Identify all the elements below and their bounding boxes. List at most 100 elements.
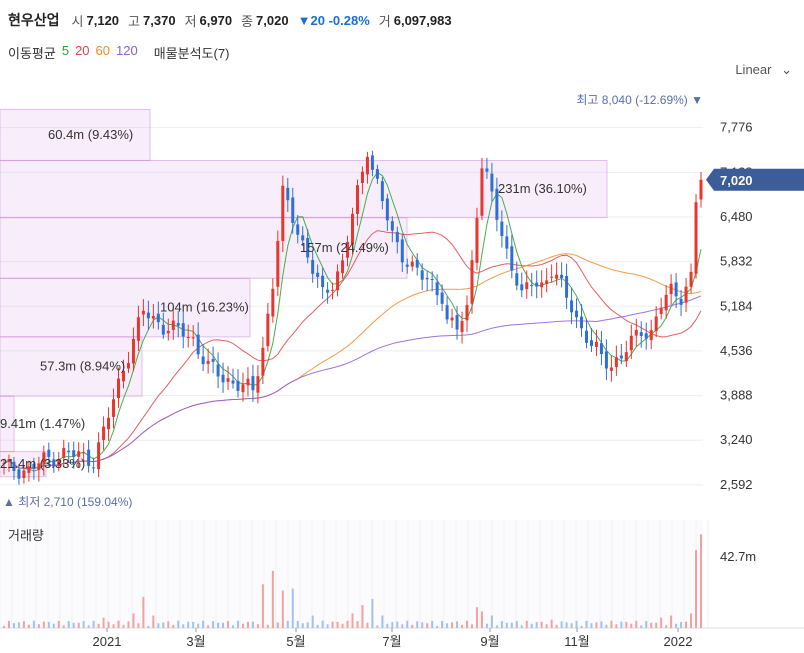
candle-body <box>380 181 384 202</box>
volume-bar <box>67 621 70 628</box>
volume-profile-toggle[interactable]: 매물분석도(7) <box>153 46 230 61</box>
candle-body <box>420 270 424 280</box>
candle-body <box>500 221 504 236</box>
candle-body <box>37 463 41 470</box>
candle-body <box>102 426 106 440</box>
volume-value: 6,097,983 <box>393 12 452 28</box>
scale-selector[interactable]: Linear ⌄ <box>735 62 792 78</box>
volume-bar <box>600 621 603 628</box>
volume-bar <box>37 624 40 628</box>
candle-body <box>7 459 11 461</box>
low-value: 6,970 <box>199 12 233 28</box>
candle-body <box>341 260 345 274</box>
candle-body <box>530 284 534 286</box>
candle-body <box>405 264 409 267</box>
volume-bar <box>356 621 359 628</box>
volume-bar <box>575 620 578 628</box>
moving-average-toggle[interactable]: 이동평균 <box>8 46 56 61</box>
candle-body <box>679 298 683 305</box>
volume-bar <box>82 621 85 628</box>
volume-bar <box>286 620 289 628</box>
candle-body <box>495 188 499 220</box>
close-value: 7,020 <box>256 12 289 28</box>
candle-body <box>107 417 111 430</box>
volume-bar <box>217 622 220 628</box>
candle-body <box>186 337 190 339</box>
ma-20-line <box>3 230 702 469</box>
volume-bar <box>301 623 304 628</box>
candle-body <box>201 356 205 365</box>
candle-body <box>92 467 96 469</box>
volume-bar <box>640 625 643 628</box>
volume-profile-label: 21.4m (3.33%) <box>0 456 85 471</box>
candle-body <box>196 334 200 355</box>
volume-bar <box>580 625 583 628</box>
candle-body <box>171 320 175 330</box>
volume-bar <box>112 624 115 628</box>
volume-bar <box>510 622 513 628</box>
candle-body <box>67 450 71 453</box>
volume-bar <box>132 613 135 628</box>
min-price-marker: ▲ 최저 2,710 (159.04%) <box>3 495 132 509</box>
volume-bar <box>431 620 434 628</box>
candle-body <box>27 466 31 473</box>
candle-body <box>659 307 663 314</box>
candle-body <box>604 351 608 369</box>
ma-120-label[interactable]: 120 <box>116 43 138 58</box>
ma-5-label[interactable]: 5 <box>61 43 70 58</box>
candle-body <box>181 323 185 337</box>
candle-body <box>206 360 210 364</box>
stock-header: 현우산업 시 7,120 고 7,370 저 6,970 종 7,020 ▼20 -0.… <box>8 10 461 30</box>
volume-bar <box>182 624 185 628</box>
candle-body <box>385 198 389 221</box>
candle-body <box>540 282 544 288</box>
volume-bar <box>172 624 175 628</box>
volume-bar <box>202 620 205 628</box>
volume-bar <box>396 621 399 628</box>
volume-bar <box>555 624 558 628</box>
volume-bar <box>341 623 344 628</box>
volume-bar <box>525 620 528 628</box>
volume-bar <box>456 621 459 628</box>
volume-bar <box>351 613 354 628</box>
candle-body <box>485 168 489 172</box>
volume-profile-bar <box>0 159 608 219</box>
volume-bar <box>346 620 349 628</box>
volume-bar <box>62 625 65 628</box>
volume-bar <box>167 621 170 628</box>
candle-body <box>669 283 673 295</box>
volume-bar <box>192 621 195 628</box>
candle-body <box>580 316 584 329</box>
volume-bar <box>177 620 180 628</box>
ma-60-label[interactable]: 60 <box>95 43 111 58</box>
candle-body <box>460 321 464 333</box>
candle-body <box>221 374 225 383</box>
volume-profile-label: 57.3m (8.94%) <box>40 358 125 373</box>
volume-bar <box>246 621 249 628</box>
volume-bar <box>685 621 688 628</box>
candle-body <box>351 213 354 244</box>
candle-body <box>256 376 260 393</box>
volume-bar <box>7 620 10 628</box>
candle-body <box>271 288 275 317</box>
x-tick-label: 2021 <box>93 634 122 649</box>
candle-body <box>684 286 688 303</box>
candle-body <box>654 316 658 332</box>
candle-body <box>336 271 340 291</box>
candle-body <box>430 278 434 281</box>
volume-bar <box>162 622 165 628</box>
ma-20-label[interactable]: 20 <box>75 43 90 58</box>
volume-bar <box>117 620 120 628</box>
candle-body <box>475 217 479 263</box>
candle-body <box>435 282 439 296</box>
volume-bar <box>336 621 339 628</box>
volume-profile-bar <box>0 217 408 279</box>
volume-bar <box>605 624 608 628</box>
volume-bar <box>17 622 20 628</box>
volume-bar <box>142 596 145 628</box>
volume-bar <box>366 622 369 628</box>
volume-profile-bar <box>0 395 15 453</box>
volume-bar <box>466 620 469 628</box>
volume-bar <box>480 611 483 628</box>
